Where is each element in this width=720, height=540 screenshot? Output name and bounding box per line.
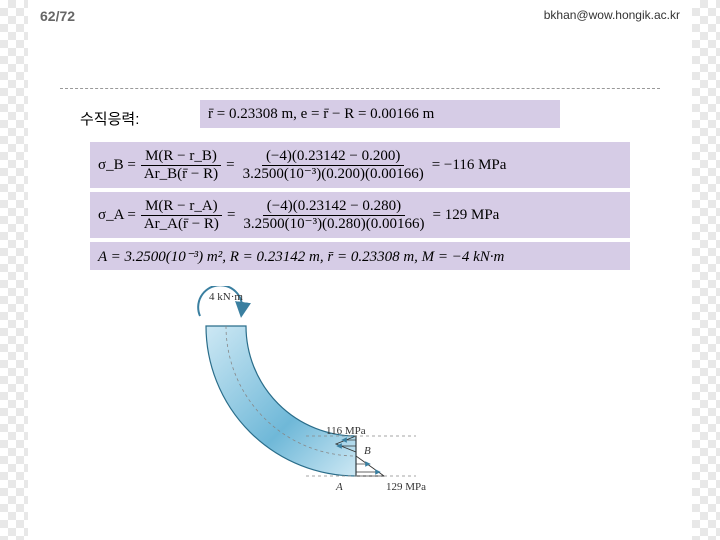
sigmaA-den2: 3.2500(10⁻³)(0.280)(0.00166) — [239, 216, 428, 233]
point-a-label: A — [335, 481, 343, 493]
sigmaB-num2: (−4)(0.23142 − 0.200) — [262, 148, 404, 166]
moment-label: 4 kN·m — [209, 291, 243, 303]
equation-sigma-b: σ_B = M(R − r_B) Ar_B(r̄ − R) = (−4)(0.2… — [90, 142, 630, 188]
sigmaA-num2: (−4)(0.23142 − 0.280) — [263, 198, 405, 216]
stress-b-value: 116 MPa — [326, 425, 366, 437]
sigmaA-den1: Ar_A(r̄ − R) — [140, 216, 223, 233]
sigmaB-den2: 3.2500(10⁻³)(0.200)(0.00166) — [239, 166, 428, 183]
sigmaA-lhs: σ_A = — [98, 207, 136, 224]
eq-equals2: = — [227, 207, 235, 224]
equation-params: A = 3.2500(10⁻³) m², R = 0.23142 m, r̄ =… — [90, 242, 630, 270]
stress-label: 수직응력: — [80, 108, 139, 129]
sigmaB-lhs: σ_B = — [98, 157, 136, 174]
beam-body — [206, 326, 356, 476]
eq-equals: = — [226, 157, 234, 174]
checker-right — [692, 0, 720, 540]
params-text: A = 3.2500(10⁻³) m², R = 0.23142 m, r̄ =… — [98, 247, 504, 266]
sigmaB-num1: M(R − r_B) — [141, 148, 221, 166]
eq-rbar-e-text: r̄ = 0.23308 m, e = r̄ − R = 0.00166 m — [208, 106, 434, 123]
equation-sigma-a: σ_A = M(R − r_A) Ar_A(r̄ − R) = (−4)(0.2… — [90, 192, 630, 238]
stress-triangle-a — [356, 456, 384, 476]
email-text: bkhan@wow.hongik.ac.kr — [544, 8, 680, 22]
dashed-divider — [60, 88, 660, 89]
page-number: 62/72 — [40, 8, 75, 24]
curved-beam-diagram: 4 kN·m 116 MPa B A 129 MPa — [186, 286, 446, 526]
sigmaB-den1: Ar_B(r̄ − R) — [140, 166, 222, 183]
sigmaB-rhs: = −116 MPa — [432, 157, 507, 174]
sigmaA-num1: M(R − r_A) — [141, 198, 222, 216]
sigmaA-rhs: = 129 MPa — [433, 207, 500, 224]
stress-a-value: 129 MPa — [386, 481, 426, 493]
equation-rbar-e: r̄ = 0.23308 m, e = r̄ − R = 0.00166 m — [200, 100, 560, 128]
checker-left — [0, 0, 28, 540]
point-b-label: B — [364, 445, 371, 457]
